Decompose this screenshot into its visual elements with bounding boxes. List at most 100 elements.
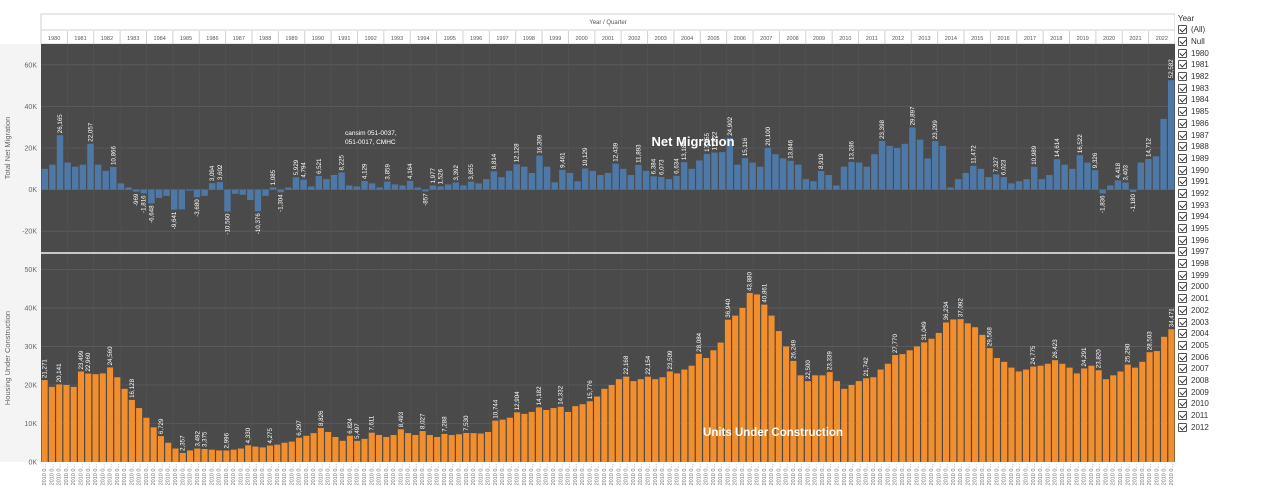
construction-bar <box>259 447 266 462</box>
year-filter-item[interactable]: 2006 <box>1178 351 1278 363</box>
checkbox-icon[interactable] <box>1178 130 1187 140</box>
checkbox-icon[interactable] <box>1178 259 1187 269</box>
checkbox-icon[interactable] <box>1178 200 1187 210</box>
year-filter-item[interactable]: 1988 <box>1178 141 1278 153</box>
quarter-tick-label: 2010 0... <box>544 464 550 486</box>
quarter-tick-label: 2010 0... <box>246 464 252 486</box>
checkbox-icon[interactable] <box>1178 329 1187 339</box>
year-filter-item[interactable]: 1993 <box>1178 199 1278 211</box>
construction-bar <box>499 419 506 462</box>
migration-bar <box>132 189 140 192</box>
year-filter-item[interactable]: Null <box>1178 36 1278 48</box>
checkbox-icon[interactable] <box>1178 212 1187 222</box>
year-filter-item[interactable]: 1992 <box>1178 188 1278 200</box>
year-filter-item[interactable]: 2005 <box>1178 340 1278 352</box>
year-filter-item[interactable]: 1996 <box>1178 234 1278 246</box>
year-filter-item[interactable]: 1995 <box>1178 223 1278 235</box>
checkbox-icon[interactable] <box>1178 177 1187 187</box>
checkbox-icon[interactable] <box>1178 270 1187 280</box>
construction-bar <box>710 350 717 462</box>
migration-bar <box>285 187 292 190</box>
year-filter-item[interactable]: 2001 <box>1178 293 1278 305</box>
migration-bar <box>939 145 947 190</box>
checkbox-icon[interactable] <box>1178 305 1187 315</box>
year-filter-item[interactable]: 1981 <box>1178 59 1278 71</box>
checkbox-icon[interactable] <box>1178 399 1187 409</box>
year-filter-item[interactable]: 2010 <box>1178 398 1278 410</box>
checkbox-icon[interactable] <box>1178 235 1187 245</box>
checkbox-icon[interactable] <box>1178 317 1187 327</box>
checkbox-icon[interactable] <box>1178 224 1187 234</box>
checkbox-icon[interactable] <box>1178 364 1187 374</box>
checkbox-icon[interactable] <box>1178 37 1187 47</box>
year-filter-item[interactable]: 1990 <box>1178 164 1278 176</box>
year-filter-item[interactable]: 1989 <box>1178 153 1278 165</box>
quarter-tick-label: 2010 0... <box>1053 464 1059 486</box>
year-header: 1995 <box>444 36 456 42</box>
year-filter-item[interactable]: 1991 <box>1178 176 1278 188</box>
year-filter-item[interactable]: 2003 <box>1178 316 1278 328</box>
year-filter-item[interactable]: 2007 <box>1178 363 1278 375</box>
construction-bar <box>833 381 841 462</box>
year-filter-item-label: 1998 <box>1191 259 1209 269</box>
checkbox-icon[interactable] <box>1178 294 1187 304</box>
checkbox-icon[interactable] <box>1178 165 1187 175</box>
construction-bar <box>470 433 477 462</box>
year-filter-item[interactable]: (All) <box>1178 24 1278 36</box>
migration-data-label: 9,461 <box>559 152 566 168</box>
migration-bar <box>87 143 94 190</box>
year-filter-item[interactable]: 2009 <box>1178 386 1278 398</box>
checkbox-icon[interactable] <box>1178 422 1187 432</box>
year-filter-item[interactable]: 1987 <box>1178 129 1278 141</box>
construction-bar <box>317 428 324 462</box>
quarter-tick-label: 2010 0... <box>689 464 695 486</box>
checkbox-icon[interactable] <box>1178 25 1187 35</box>
year-filter-item-label: 1989 <box>1191 153 1209 163</box>
construction-data-label: 6,297 <box>296 420 303 436</box>
year-filter-item[interactable]: 2000 <box>1178 281 1278 293</box>
year-filter-item[interactable]: 1998 <box>1178 258 1278 270</box>
checkbox-icon[interactable] <box>1178 142 1187 152</box>
year-filter-item[interactable]: 2004 <box>1178 328 1278 340</box>
year-filter-item[interactable]: 1985 <box>1178 106 1278 118</box>
year-filter-item[interactable]: 2012 <box>1178 421 1278 433</box>
year-filter-item[interactable]: 1986 <box>1178 118 1278 130</box>
quarter-tick-label: 2010 0... <box>558 464 564 486</box>
checkbox-icon[interactable] <box>1178 48 1187 58</box>
year-filter-item[interactable]: 1997 <box>1178 246 1278 258</box>
checkbox-icon[interactable] <box>1178 118 1187 128</box>
checkbox-icon[interactable] <box>1178 282 1187 292</box>
quarter-tick-label: 2010 0... <box>980 464 986 486</box>
migration-data-label: -9,641 <box>171 211 178 229</box>
construction-bar <box>92 374 99 462</box>
year-filter-item[interactable]: 1994 <box>1178 211 1278 223</box>
migration-data-label: 5,929 <box>293 159 300 175</box>
migration-bar <box>307 186 315 190</box>
construction-data-label: 26,423 <box>1052 339 1059 358</box>
checkbox-icon[interactable] <box>1178 153 1187 163</box>
year-filter-item[interactable]: 1983 <box>1178 82 1278 94</box>
migration-data-label: 14,712 <box>1145 138 1152 157</box>
checkbox-icon[interactable] <box>1178 375 1187 385</box>
checkbox-icon[interactable] <box>1178 247 1187 257</box>
year-filter-item[interactable]: 1999 <box>1178 269 1278 281</box>
year-filter-item[interactable]: 2008 <box>1178 375 1278 387</box>
construction-bar <box>70 386 77 462</box>
checkbox-icon[interactable] <box>1178 95 1187 105</box>
year-filter-item[interactable]: 2002 <box>1178 305 1278 317</box>
checkbox-icon[interactable] <box>1178 188 1187 198</box>
checkbox-icon[interactable] <box>1178 72 1187 82</box>
checkbox-icon[interactable] <box>1178 387 1187 397</box>
quarter-tick-label: 2010 0... <box>188 464 194 486</box>
year-filter-item[interactable]: 1982 <box>1178 71 1278 83</box>
checkbox-icon[interactable] <box>1178 60 1187 70</box>
year-filter-item[interactable]: 1984 <box>1178 94 1278 106</box>
checkbox-icon[interactable] <box>1178 340 1187 350</box>
checkbox-icon[interactable] <box>1178 411 1187 421</box>
year-filter-item[interactable]: 2011 <box>1178 410 1278 422</box>
year-filter-item[interactable]: 1980 <box>1178 47 1278 59</box>
checkbox-icon[interactable] <box>1178 352 1187 362</box>
checkbox-icon[interactable] <box>1178 83 1187 93</box>
migration-data-label: 8,814 <box>491 153 498 169</box>
checkbox-icon[interactable] <box>1178 107 1187 117</box>
